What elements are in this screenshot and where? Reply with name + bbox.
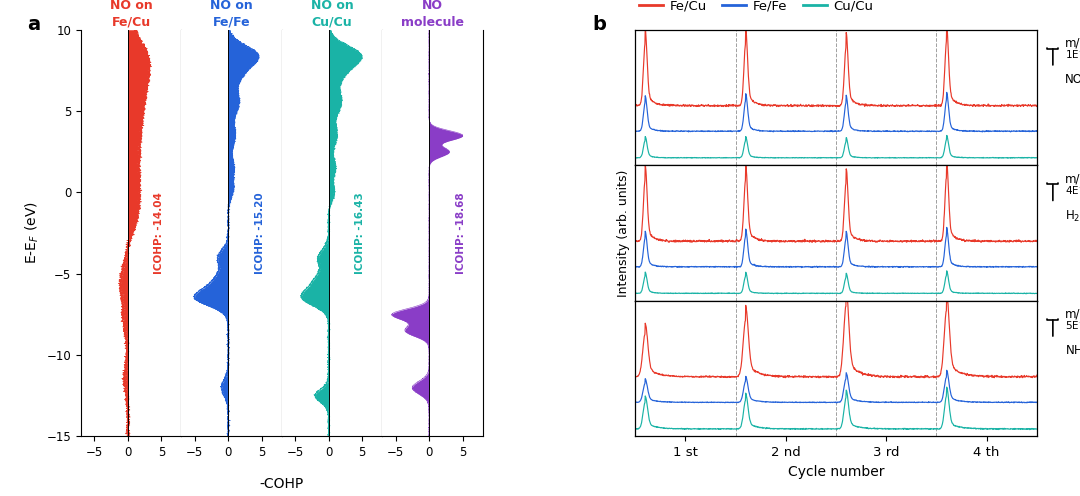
Title: NO on
Fe/Fe: NO on Fe/Fe xyxy=(211,0,253,29)
Text: 4E$^{-12}$: 4E$^{-12}$ xyxy=(1065,183,1080,196)
Text: NH$_3$: NH$_3$ xyxy=(1065,344,1080,360)
Text: a: a xyxy=(27,15,40,34)
Text: NO: NO xyxy=(1065,73,1080,86)
X-axis label: Cycle number: Cycle number xyxy=(787,465,885,479)
Text: m/z=30: m/z=30 xyxy=(1065,37,1080,50)
Title: NO on
Fe/Cu: NO on Fe/Cu xyxy=(110,0,152,29)
Text: ICOHP: -15.20: ICOHP: -15.20 xyxy=(255,192,265,274)
Y-axis label: E-E$_F$ (eV): E-E$_F$ (eV) xyxy=(24,202,41,264)
Y-axis label: Intensity (arb. units): Intensity (arb. units) xyxy=(617,170,630,297)
Text: m/z=17: m/z=17 xyxy=(1065,308,1080,321)
Text: ICOHP: -14.04: ICOHP: -14.04 xyxy=(154,192,164,274)
Text: ICOHP: -18.68: ICOHP: -18.68 xyxy=(456,192,465,274)
Text: H$_2$NOH: H$_2$NOH xyxy=(1065,209,1080,224)
Title: NO
molecule: NO molecule xyxy=(401,0,464,29)
Text: 5E$^{-10}$: 5E$^{-10}$ xyxy=(1065,318,1080,332)
Text: -COHP: -COHP xyxy=(259,477,303,491)
Text: m/z=33: m/z=33 xyxy=(1065,172,1080,185)
Legend: Fe/Cu, Fe/Fe, Cu/Cu: Fe/Cu, Fe/Fe, Cu/Cu xyxy=(634,0,879,18)
Text: ICOHP: -16.43: ICOHP: -16.43 xyxy=(355,192,365,274)
Text: b: b xyxy=(592,15,606,34)
Title: NO on
Cu/Cu: NO on Cu/Cu xyxy=(311,0,353,29)
Text: 1E$^{-11}$: 1E$^{-11}$ xyxy=(1065,47,1080,61)
